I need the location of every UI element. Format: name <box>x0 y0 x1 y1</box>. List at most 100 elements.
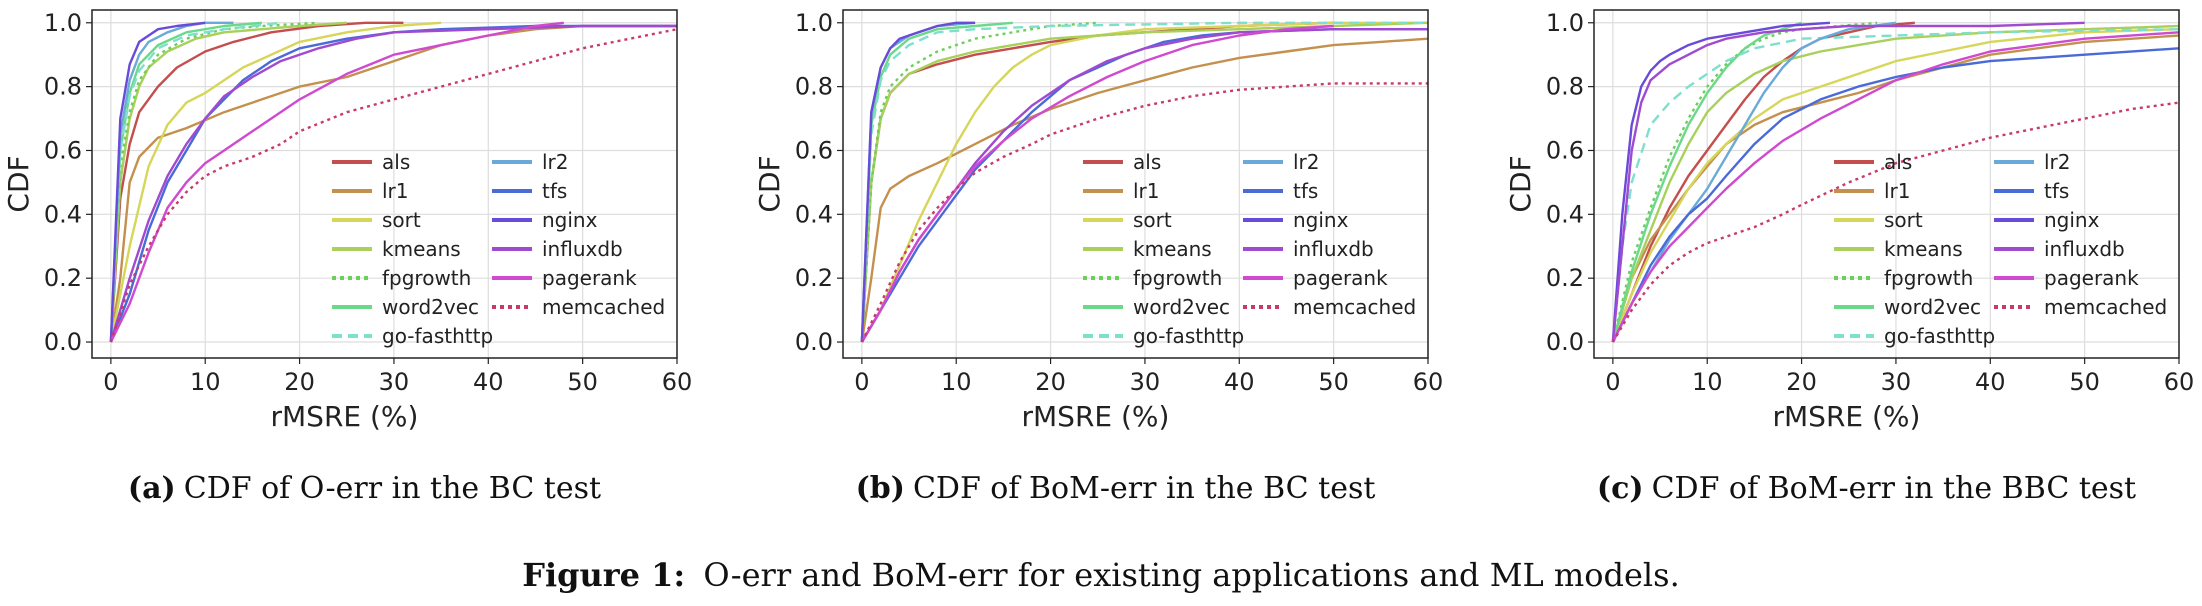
x-tick-label: 60 <box>1413 368 1444 396</box>
panel-caption-text: CDF of BoM-err in the BC test <box>913 471 1375 506</box>
y-tick-label: 0.4 <box>1546 200 1584 228</box>
legend-label-lr2: lr2 <box>542 150 569 174</box>
x-tick-label: 60 <box>2164 368 2195 396</box>
series-line-nginx <box>860 21 976 343</box>
legend-label-kmeans: kmeans <box>1884 237 1963 261</box>
y-tick-label: 0.6 <box>44 136 82 164</box>
legend-label-kmeans: kmeans <box>1133 237 1212 261</box>
y-tick-label: 0.8 <box>795 73 833 101</box>
axes-frame <box>91 9 678 359</box>
series-line-influxdb <box>1611 21 2085 343</box>
series-line-fpgrowth <box>109 21 319 343</box>
legend-label-fpgrowth: fpgrowth <box>1884 266 1973 290</box>
y-tick-label: 0.0 <box>1546 328 1584 356</box>
series-line-als <box>1611 21 1915 343</box>
series-line-memcached <box>860 82 1428 343</box>
legend-label-influxdb: influxdb <box>542 237 623 261</box>
series-line-go-fasthttp <box>109 21 281 343</box>
x-tick-label: 50 <box>2069 368 2100 396</box>
legend-label-memcached: memcached <box>2044 295 2167 319</box>
figure-caption-label: Figure 1: <box>522 556 685 594</box>
legend-label-word2vec: word2vec <box>1133 295 1230 319</box>
x-tick-label: 40 <box>473 368 504 396</box>
x-axis-label: rMSRE (%) <box>271 400 419 433</box>
legend-label-word2vec: word2vec <box>1884 295 1981 319</box>
y-axis-label: CDF <box>1504 155 1537 212</box>
x-tick-label: 10 <box>941 368 972 396</box>
panel-caption: (c) CDF of BoM-err in the BBC test <box>1597 471 2136 506</box>
series-line-go-fasthttp <box>860 21 1428 343</box>
x-axis-label: rMSRE (%) <box>1773 400 1921 433</box>
series-line-nginx <box>109 21 206 343</box>
x-tick-label: 10 <box>1692 368 1723 396</box>
x-axis-label: rMSRE (%) <box>1022 400 1170 433</box>
panel-1: 0 10 20 30 40 50 60 0.0 0.2 0.4 0.6 0.8 1.0 rMSRE (%)… <box>2 9 692 506</box>
legend-label-pagerank: pagerank <box>2044 266 2139 290</box>
legend-label-nginx: nginx <box>2044 208 2100 232</box>
x-tick-label: 40 <box>1224 368 1255 396</box>
y-axis-label: CDF <box>2 155 35 212</box>
panel-3: 0 10 20 30 40 50 60 0.0 0.2 0.4 0.6 0.8 1.0 rMSRE (%)… <box>1504 9 2194 506</box>
legend-label-memcached: memcached <box>1293 295 1416 319</box>
y-tick-label: 0.2 <box>44 264 82 292</box>
series-line-fpgrowth <box>860 21 1098 343</box>
y-tick-label: 0.6 <box>1546 136 1584 164</box>
legend-label-go-fasthttp: go-fasthttp <box>1133 324 1244 348</box>
panel-caption-text: CDF of BoM-err in the BBC test <box>1652 471 2137 506</box>
y-tick-label: 1.0 <box>44 9 82 37</box>
legend-label-als: als <box>1133 150 1161 174</box>
y-tick-label: 0.6 <box>795 136 833 164</box>
legend-label-lr1: lr1 <box>1133 179 1160 203</box>
x-tick-label: 20 <box>1035 368 1066 396</box>
x-tick-label: 50 <box>1318 368 1349 396</box>
legend-label-lr1: lr1 <box>1884 179 1911 203</box>
series-line-word2vec <box>1611 21 1802 343</box>
legend-label-influxdb: influxdb <box>2044 237 2125 261</box>
legend-label-word2vec: word2vec <box>382 295 479 319</box>
series-line-kmeans <box>109 21 347 343</box>
series-line-kmeans <box>1611 24 2180 343</box>
legend-label-tfs: tfs <box>2044 179 2069 203</box>
x-tick-label: 30 <box>1130 368 1161 396</box>
legend-label-pagerank: pagerank <box>542 266 637 290</box>
plot-area <box>843 10 1428 358</box>
y-tick-label: 0.2 <box>1546 264 1584 292</box>
legend-label-als: als <box>382 150 410 174</box>
series-line-memcached <box>1611 101 2180 343</box>
x-tick-label: 60 <box>662 368 693 396</box>
y-tick-label: 1.0 <box>1546 9 1584 37</box>
x-tick-label: 10 <box>190 368 221 396</box>
x-tick-label: 30 <box>1881 368 1912 396</box>
x-tick-label: 30 <box>379 368 410 396</box>
legend-label-influxdb: influxdb <box>1293 237 1374 261</box>
y-tick-label: 0.8 <box>1546 73 1584 101</box>
axes-frame <box>842 9 1429 359</box>
series-line-memcached <box>109 28 678 343</box>
series-line-lr1 <box>1611 34 2180 343</box>
series-line-influxdb <box>109 24 677 343</box>
series-line-als <box>109 21 404 343</box>
legend-label-lr1: lr1 <box>382 179 409 203</box>
panel-caption: (b) CDF of BoM-err in the BC test <box>856 471 1376 506</box>
y-tick-label: 0.0 <box>44 328 82 356</box>
series-line-pagerank <box>860 24 1334 343</box>
legend-label-go-fasthttp: go-fasthttp <box>382 324 493 348</box>
legend-label-als: als <box>1884 150 1912 174</box>
x-tick-label: 0 <box>103 368 118 396</box>
x-tick-label: 50 <box>567 368 598 396</box>
panel-caption: (a) CDF of O-err in the BC test <box>128 471 601 506</box>
legend-label-nginx: nginx <box>542 208 598 232</box>
x-tick-label: 40 <box>1975 368 2006 396</box>
legend-label-memcached: memcached <box>542 295 665 319</box>
x-tick-label: 20 <box>1786 368 1817 396</box>
plot-area <box>92 10 677 358</box>
series-line-sort <box>860 21 1428 343</box>
legend-label-kmeans: kmeans <box>382 237 461 261</box>
legend-label-lr2: lr2 <box>1293 150 1320 174</box>
legend-label-fpgrowth: fpgrowth <box>382 266 471 290</box>
series-line-word2vec <box>860 21 1013 343</box>
series-line-lr1 <box>860 37 1429 343</box>
series-line-sort <box>109 21 442 343</box>
series-line-pagerank <box>1611 31 2180 343</box>
